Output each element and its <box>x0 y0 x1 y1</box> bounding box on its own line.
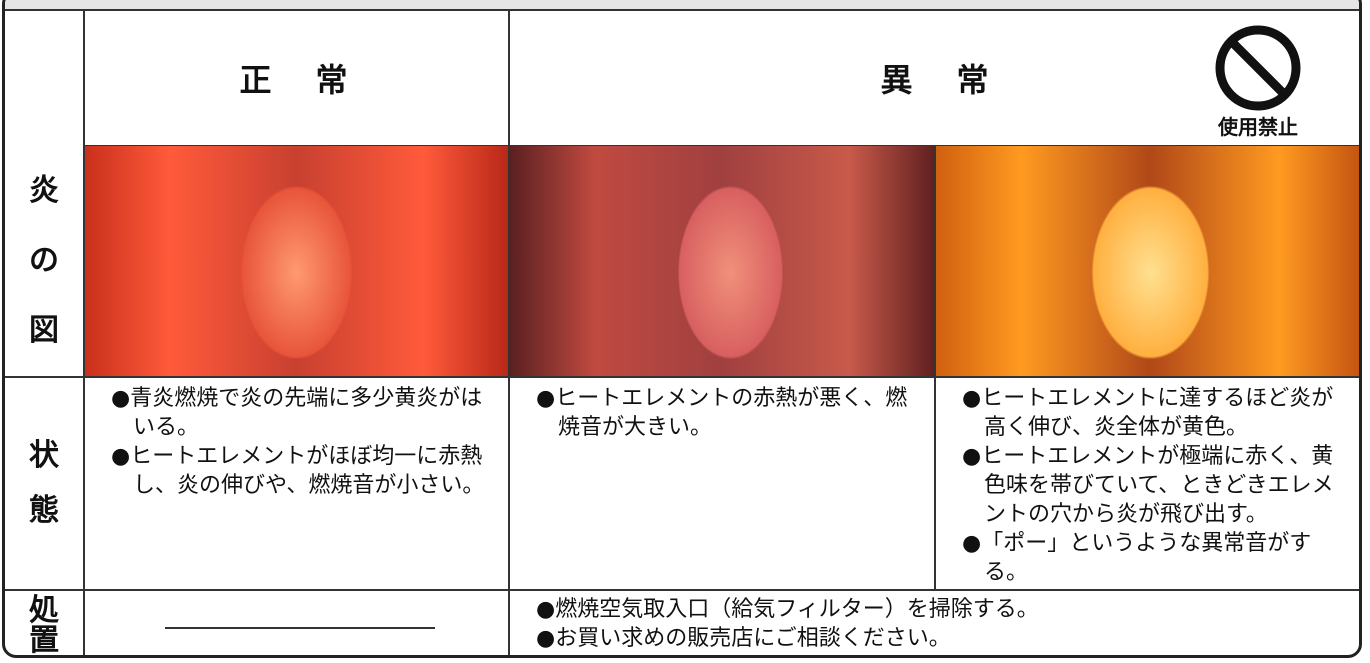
photo-normal <box>85 146 508 376</box>
prohibition-icon <box>1215 25 1301 111</box>
header-normal: 正 常 <box>239 61 354 99</box>
divider <box>5 376 1359 378</box>
divider <box>508 11 510 655</box>
action-cell: ●燃焼空気取入口（給気フィルター）を掃除する。 ●お買い求めの販売店にご相談くださ… <box>510 591 1359 655</box>
row-header-char: 置 <box>29 623 59 658</box>
divider <box>5 589 1359 591</box>
state-cell: ●ヒートエレメントの赤熱が悪く、燃焼音が大きい。 <box>510 378 934 589</box>
state-cell: ●青炎燃焼で炎の先端に多少黄炎がはいる。 ●ヒートエレメントがほぼ均一に赤熱し、炎… <box>85 378 508 589</box>
row-header-char: の <box>29 243 59 278</box>
row-header-char: 状 <box>29 437 59 473</box>
row-header: 状態 <box>5 378 83 589</box>
divider <box>83 11 85 655</box>
row-header: 炎の図 <box>5 146 83 376</box>
bullet-item: ●ヒートエレメントが極端に赤く、黄色味を帯びていて、ときどきエレメントの穴から炎… <box>962 444 1334 527</box>
top-band <box>5 0 1359 11</box>
bullet-item: ●ヒートエレメントがほぼ均一に赤熱し、炎の伸びや、燃焼音が小さい。 <box>111 444 485 498</box>
empty-dash <box>165 627 435 629</box>
bullet-item: ●ヒートエレメントに達するほど炎が高く伸び、炎全体が黄色。 <box>962 386 1334 440</box>
row-header-char: 図 <box>29 313 59 348</box>
photo-yellow <box>936 146 1359 376</box>
bullet-item: ●青炎燃焼で炎の先端に多少黄炎がはいる。 <box>111 386 483 440</box>
bullet-item: ●お買い求めの販売店にご相談ください。 <box>536 626 951 651</box>
row-header-char: 処 <box>29 593 59 628</box>
bullet-item: ●ヒートエレメントの赤熱が悪く、燃焼音が大きい。 <box>536 386 908 440</box>
photo-red <box>510 146 934 376</box>
prohibited-label: 使用禁止 <box>1218 115 1298 139</box>
state-cell: ●ヒートエレメントに達するほど炎が高く伸び、炎全体が黄色。 ●ヒートエレメントが極… <box>936 378 1359 589</box>
row-header-char: 態 <box>29 493 59 529</box>
row-header-char: 炎 <box>29 173 59 208</box>
header-abnormal: 異 常 <box>880 61 995 99</box>
row-header: 処置 <box>5 591 83 658</box>
divider <box>934 146 936 591</box>
bullet-item: ●「ポー」というような異常音がする。 <box>962 531 1312 585</box>
bullet-item: ●燃焼空気取入口（給気フィルター）を掃除する。 <box>536 597 1039 622</box>
